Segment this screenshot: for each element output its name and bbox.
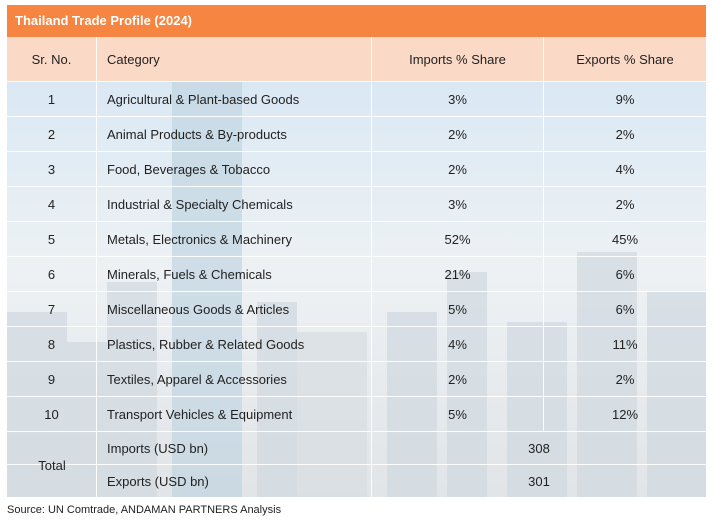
category: Industrial & Specialty Chemicals (97, 187, 372, 221)
sr-no: 2 (7, 117, 97, 151)
exports-share: 45% (611, 231, 639, 247)
table-row: 10 Transport Vehicles & Equipment 5% 12% (7, 397, 706, 432)
exports-share: 11% (612, 336, 638, 352)
imports-share: 5% (372, 397, 544, 431)
sr-no: 4 (7, 187, 97, 221)
table-row: 1 Agricultural & Plant-based Goods 3% 9% (7, 82, 706, 117)
exports-share: 12% (611, 406, 639, 422)
total-metric: Exports (USD bn) (97, 465, 372, 497)
sr-no: 1 (7, 82, 97, 116)
sr-no: 8 (7, 327, 97, 361)
sr-no: 6 (7, 257, 97, 291)
table-row: 7 Miscellaneous Goods & Articles 5% 6% (7, 292, 706, 327)
table-title: Thailand Trade Profile (2024) (7, 5, 706, 37)
category: Minerals, Fuels & Chemicals (97, 257, 372, 291)
imports-share: 2% (372, 152, 544, 186)
category: Food, Beverages & Tobacco (97, 152, 372, 186)
sr-no: 5 (7, 222, 97, 256)
table-row: 9 Textiles, Apparel & Accessories 2% 2% (7, 362, 706, 397)
total-row: Imports (USD bn) 308 (7, 432, 706, 465)
source-note: Source: UN Comtrade, ANDAMAN PARTNERS An… (7, 504, 282, 516)
table-row: 2 Animal Products & By-products 2% 2% (7, 117, 706, 152)
total-label: Total (38, 457, 66, 473)
category: Miscellaneous Goods & Articles (97, 292, 372, 326)
exports-share: 6% (615, 266, 635, 282)
exports-share: 2% (615, 371, 635, 387)
imports-share: 2% (372, 117, 544, 151)
category: Metals, Electronics & Machinery (97, 222, 372, 256)
total-value: 308 (528, 440, 550, 456)
category: Animal Products & By-products (97, 117, 372, 151)
total-metric: Imports (USD bn) (97, 432, 372, 464)
sr-no: 7 (7, 292, 97, 326)
column-header: Sr. No. (7, 37, 97, 81)
category: Agricultural & Plant-based Goods (97, 82, 372, 116)
exports-share: 2% (615, 196, 635, 212)
header-row: Sr. No. Category Imports % Share Exports % … (7, 37, 706, 82)
table-row: 6 Minerals, Fuels & Chemicals 21% 6% (7, 257, 706, 292)
sr-no: 3 (7, 152, 97, 186)
trade-table: Sr. No. Category Imports % Share Exports % … (7, 37, 706, 498)
column-header: Imports % Share (372, 37, 544, 81)
column-header: Category (97, 37, 372, 81)
column-header: Exports % Share (576, 51, 674, 67)
exports-share: 4% (615, 161, 635, 177)
imports-share: 5% (372, 292, 544, 326)
imports-share: 4% (372, 327, 544, 361)
total-row: Exports (USD bn) 301 (7, 465, 706, 498)
imports-share: 3% (372, 82, 544, 116)
sr-no: 10 (7, 397, 97, 431)
category: Textiles, Apparel & Accessories (97, 362, 372, 396)
blank-cell (7, 432, 97, 464)
imports-share: 21% (372, 257, 544, 291)
blank-cell (7, 465, 97, 497)
sr-no: 9 (7, 362, 97, 396)
category: Plastics, Rubber & Related Goods (97, 327, 372, 361)
table-row: 8 Plastics, Rubber & Related Goods 4% 11% (7, 327, 706, 362)
imports-share: 2% (372, 362, 544, 396)
exports-share: 6% (615, 301, 635, 317)
exports-share: 2% (615, 126, 635, 142)
total-value: 301 (528, 473, 550, 489)
table-row: 5 Metals, Electronics & Machinery 52% 45% (7, 222, 706, 257)
category: Transport Vehicles & Equipment (97, 397, 372, 431)
table-row: 3 Food, Beverages & Tobacco 2% 4% (7, 152, 706, 187)
imports-share: 52% (372, 222, 544, 256)
imports-share: 3% (372, 187, 544, 221)
exports-share: 9% (615, 91, 635, 107)
table-row: 4 Industrial & Specialty Chemicals 3% 2% (7, 187, 706, 222)
